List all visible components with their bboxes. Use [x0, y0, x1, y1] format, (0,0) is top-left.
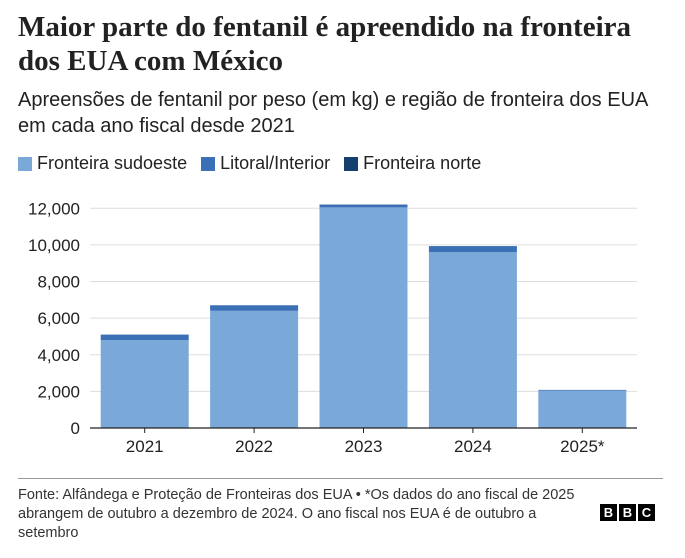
- x-tick-label: 2021: [126, 437, 164, 456]
- footer-divider: [18, 478, 663, 479]
- bbc-logo-letter: B: [619, 504, 636, 521]
- legend: Fronteira sudoeste Litoral/Interior Fron…: [18, 153, 495, 174]
- legend-swatch-litoral: [201, 156, 216, 171]
- y-tick-label: 12,000: [28, 199, 80, 218]
- bbc-logo: B B C: [600, 504, 657, 521]
- y-tick-label: 2,000: [37, 382, 80, 401]
- y-tick-label: 0: [71, 419, 80, 438]
- y-tick-label: 4,000: [37, 346, 80, 365]
- legend-item-litoral: Litoral/Interior: [201, 153, 330, 174]
- bar-segment: [319, 204, 408, 208]
- x-tick-label: 2025*: [560, 437, 605, 456]
- chart-subtitle: Apreensões de fentanil por peso (em kg) …: [18, 89, 648, 137]
- legend-swatch-norte: [344, 156, 359, 171]
- chart-title: Maior parte do fentanil é apreendido na …: [18, 11, 631, 77]
- legend-label-norte: Fronteira norte: [363, 153, 482, 173]
- bbc-logo-letter: B: [600, 504, 617, 521]
- bar-segment: [538, 389, 627, 391]
- x-tick-label: 2022: [235, 437, 273, 456]
- legend-label-litoral: Litoral/Interior: [220, 153, 331, 173]
- legend-item-sudoeste: Fronteira sudoeste: [18, 153, 187, 174]
- bar-chart: 0 2,000 4,000 6,000 8,000 10,000 12,000 2021 202…: [28, 199, 637, 456]
- bar-segment: [210, 305, 299, 311]
- bar-segment: [210, 310, 299, 428]
- y-tick-label: 10,000: [28, 236, 80, 255]
- bbc-logo-letter: C: [638, 504, 655, 521]
- bar-segment: [319, 207, 408, 428]
- y-tick-label: 6,000: [37, 309, 80, 328]
- bar-segment: [538, 390, 627, 428]
- bar-segment: [100, 334, 189, 341]
- bar-segment: [100, 340, 189, 428]
- x-tick-label: 2023: [345, 437, 383, 456]
- legend-item-norte: Fronteira norte: [344, 153, 481, 174]
- y-tick-label: 8,000: [37, 273, 80, 292]
- bar-segment: [428, 252, 517, 428]
- legend-swatch-sudoeste: [18, 156, 32, 171]
- x-tick-label: 2024: [454, 437, 492, 456]
- source-note: Fonte: Alfândega e Proteção de Fronteira…: [18, 487, 575, 541]
- legend-label-sudoeste: Fronteira sudoeste: [37, 153, 188, 173]
- bar-segment: [428, 246, 517, 253]
